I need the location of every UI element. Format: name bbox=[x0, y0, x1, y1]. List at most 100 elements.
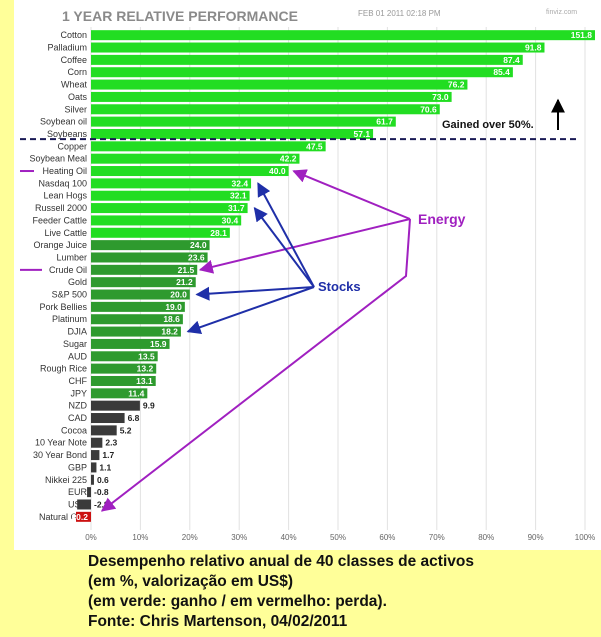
value-label: 73.0 bbox=[432, 92, 449, 102]
bar bbox=[91, 338, 170, 349]
value-label: 30.4 bbox=[222, 215, 239, 225]
bar bbox=[91, 141, 326, 152]
value-label: 13.2 bbox=[137, 364, 154, 374]
x-tick-label: 30% bbox=[231, 533, 247, 542]
energy-arrow-heating-oil bbox=[292, 169, 411, 220]
bar bbox=[91, 413, 125, 424]
bar bbox=[91, 314, 183, 325]
bar bbox=[91, 326, 181, 337]
bar bbox=[91, 116, 396, 127]
stocks-arrow-nasdaq-100 bbox=[257, 182, 315, 288]
bar bbox=[91, 54, 523, 65]
energy-label: Energy bbox=[418, 211, 466, 227]
value-label: 28.1 bbox=[210, 228, 227, 238]
chart-panel: 0% 10% 20% 30% 40% 50% 60% 70% 80% 90% 100% Cotton 1… bbox=[14, 0, 601, 550]
bar bbox=[91, 227, 230, 238]
value-label: -20.2 bbox=[69, 512, 89, 522]
bar bbox=[91, 42, 545, 53]
x-tick-label: 100% bbox=[575, 533, 595, 542]
caption-line-4: Fonte: Chris Martenson, 04/02/2011 bbox=[88, 613, 348, 630]
bar bbox=[91, 363, 157, 374]
category-label: Lumber bbox=[56, 252, 87, 262]
category-label: Platinum bbox=[52, 314, 87, 324]
category-label: Natural Gas bbox=[39, 512, 88, 522]
bar bbox=[91, 128, 374, 139]
value-label: 13.5 bbox=[138, 351, 155, 361]
stocks-arrow-s-p-500 bbox=[195, 286, 315, 301]
value-label: 1.1 bbox=[99, 462, 111, 472]
value-label: 91.8 bbox=[525, 43, 542, 53]
value-label: 5.2 bbox=[120, 425, 132, 435]
category-label: Soybean oil bbox=[40, 117, 87, 127]
value-label: 31.7 bbox=[228, 203, 245, 213]
bar bbox=[87, 487, 91, 498]
category-label: JPY bbox=[70, 388, 87, 398]
category-label: Oats bbox=[68, 92, 88, 102]
value-label: 15.9 bbox=[150, 339, 167, 349]
category-label: Rough Rice bbox=[40, 364, 87, 374]
bar bbox=[91, 153, 300, 164]
bar bbox=[91, 277, 196, 288]
category-label: CAD bbox=[68, 413, 88, 423]
value-label: 9.9 bbox=[143, 401, 155, 411]
category-label: Silver bbox=[64, 104, 87, 114]
value-label: 0.6 bbox=[97, 475, 109, 485]
bar bbox=[91, 178, 252, 189]
category-label: Corn bbox=[67, 67, 87, 77]
value-label: 47.5 bbox=[306, 141, 323, 151]
bar bbox=[91, 203, 248, 214]
x-tick-label: 90% bbox=[528, 533, 544, 542]
value-label: -0.8 bbox=[94, 487, 109, 497]
value-label: 151.8 bbox=[571, 30, 593, 40]
bar bbox=[76, 511, 91, 522]
bar bbox=[91, 388, 148, 399]
value-label: 23.6 bbox=[188, 252, 205, 262]
category-label: Gold bbox=[68, 277, 87, 287]
bar bbox=[91, 437, 103, 448]
stocks-label: Stocks bbox=[318, 279, 361, 294]
bar bbox=[91, 375, 156, 386]
category-label: Copper bbox=[57, 141, 87, 151]
category-label: Cocoa bbox=[61, 425, 87, 435]
energy-arrow-natural-gas bbox=[100, 218, 411, 512]
value-label: 76.2 bbox=[448, 80, 465, 90]
chart-title: 1 YEAR RELATIVE PERFORMANCE bbox=[62, 8, 298, 24]
category-label: EUR bbox=[68, 487, 88, 497]
category-label: Soybeans bbox=[47, 129, 88, 139]
value-label: 6.8 bbox=[128, 413, 140, 423]
bar bbox=[91, 166, 289, 177]
value-label: 11.4 bbox=[128, 388, 144, 398]
bar bbox=[91, 474, 94, 485]
category-label: Heating Oil bbox=[42, 166, 87, 176]
x-tick-label: 70% bbox=[429, 533, 445, 542]
stocks-arrow-djia bbox=[186, 286, 315, 334]
caption-line-1: Desempenho relativo anual de 40 classes … bbox=[88, 553, 474, 570]
category-label: Soybean Meal bbox=[29, 154, 87, 164]
value-label: 32.1 bbox=[230, 191, 247, 201]
bar bbox=[77, 499, 91, 510]
x-tick-label: 80% bbox=[478, 533, 494, 542]
bar bbox=[91, 264, 198, 275]
value-label: 87.4 bbox=[503, 55, 520, 65]
caption-line-3: (em verde: ganho / em vermelho: perda). bbox=[88, 593, 387, 610]
category-label: Orange Juice bbox=[33, 240, 87, 250]
category-label: NZD bbox=[69, 401, 88, 411]
bar bbox=[91, 462, 97, 473]
category-label: Coffee bbox=[61, 55, 87, 65]
category-label: 30 Year Bond bbox=[33, 450, 87, 460]
category-label: Crude Oil bbox=[49, 265, 87, 275]
value-label: 61.7 bbox=[376, 117, 393, 127]
x-tick-label: 50% bbox=[330, 533, 346, 542]
category-label: Live Cattle bbox=[44, 228, 87, 238]
value-label: 70.6 bbox=[420, 104, 437, 114]
caption: Desempenho relativo anual de 40 classes … bbox=[88, 552, 474, 632]
bar bbox=[91, 450, 100, 461]
energy-arrow-crude-oil bbox=[198, 218, 411, 274]
value-label: 21.5 bbox=[178, 265, 195, 275]
category-label: Wheat bbox=[61, 80, 88, 90]
threshold-annotation-text: Gained over 50%. bbox=[442, 119, 534, 131]
category-label: S&P 500 bbox=[52, 290, 87, 300]
category-label: Cotton bbox=[60, 30, 87, 40]
value-label: 85.4 bbox=[493, 67, 510, 77]
value-label: 21.2 bbox=[176, 277, 193, 287]
